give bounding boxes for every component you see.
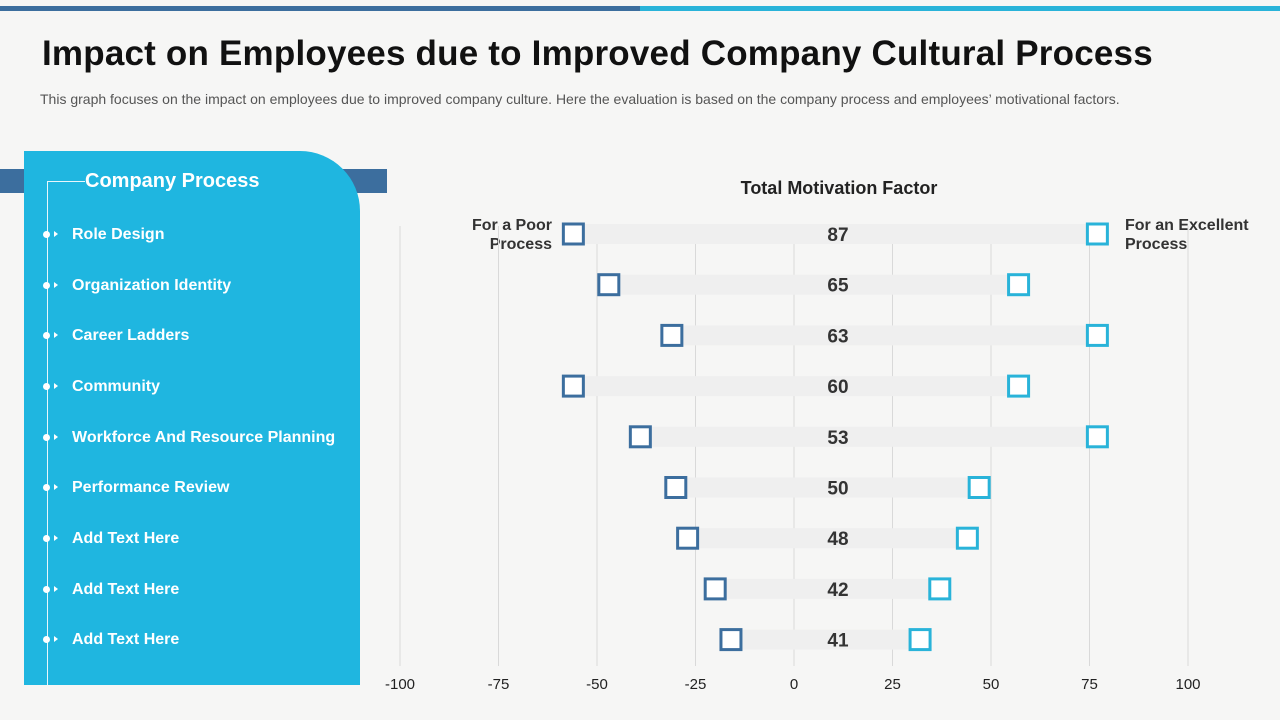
process-item-label: Organization Identity [72,277,232,294]
panel-heading-connector [47,181,85,182]
range-bar [730,629,921,650]
poor-process-marker [561,374,585,398]
x-tick-label: -100 [385,676,415,693]
total-value-label: 60 [827,377,848,398]
range-bar [573,224,1098,244]
x-tick-label: -25 [685,676,707,693]
range-bar [715,578,940,599]
excellent-process-marker [928,577,952,601]
poor-process-marker [664,476,688,499]
bullet-dot-icon [43,332,50,339]
process-item: Community [24,377,360,397]
bullet-arrow-icon [54,282,58,288]
poor-process-marker [719,628,743,652]
excellent-process-marker [967,476,991,499]
bullet-dot-icon [43,282,50,289]
x-tick-label: -75 [488,676,510,693]
bullet-dot-icon [43,434,50,441]
x-tick-label: -50 [586,676,608,693]
total-value-label: 42 [827,580,848,601]
total-value-label: 53 [827,428,848,449]
bullet-dot-icon [43,636,50,643]
total-value-label: 87 [827,225,848,246]
process-item-label: Add Text Here [72,581,180,598]
process-item-label: Career Ladders [72,327,190,344]
top-accent-bar-light [640,6,1280,11]
x-tick-label: 50 [983,676,1000,693]
range-bar [573,376,1019,397]
process-item: Career Ladders [24,326,360,346]
chart-title: Total Motivation Factor [741,178,938,198]
process-item-label: Community [72,378,160,395]
total-value-label: 41 [827,631,849,652]
bullet-arrow-icon [54,484,58,490]
total-value-label: 65 [827,276,849,297]
excellent-process-marker [1007,374,1031,398]
panel-timeline-line [47,181,48,685]
bullet-arrow-icon [54,434,58,440]
excellent-process-label-line2: Process [1125,236,1187,253]
process-item: Performance Review [24,478,360,498]
bullet-arrow-icon [54,636,58,642]
bullet-arrow-icon [54,332,58,338]
range-bar [671,325,1098,346]
page-title: Impact on Employees due to Improved Comp… [42,34,1153,73]
process-item-label: Workforce And Resource Planning [72,429,336,446]
process-item: Organization Identity [24,276,360,296]
total-value-label: 50 [827,479,848,500]
excellent-process-marker [955,526,979,550]
process-item: Add Text Here [24,580,360,600]
bullet-arrow-icon [54,535,58,541]
poor-process-marker [628,425,652,449]
process-item-label: Role Design [72,226,165,243]
x-tick-label: 100 [1175,676,1200,693]
range-bar [675,477,980,498]
process-item-label: Add Text Here [72,530,180,547]
process-item: Workforce And Resource Planning [24,428,360,448]
process-item: Add Text Here [24,529,360,549]
excellent-process-marker [1085,425,1109,449]
process-item-label: Performance Review [72,479,230,496]
poor-process-marker [676,526,700,550]
poor-process-marker [561,222,585,246]
x-tick-label: 25 [884,676,901,693]
poor-process-label-line1: For a Poor [472,217,552,234]
x-tick-label: 0 [790,676,798,693]
bullet-arrow-icon [54,231,58,237]
poor-process-marker [660,323,684,347]
excellent-process-marker [1085,323,1109,347]
excellent-process-marker [1085,222,1109,246]
panel-heading: Company Process [85,170,260,192]
range-bar [687,528,968,549]
process-item: Role Design [24,225,360,245]
process-item: Add Text Here [24,630,360,650]
process-item-label: Add Text Here [72,631,180,648]
range-bar [608,274,1019,295]
top-accent-bar-dark [0,6,640,11]
excellent-process-label-line1: For an Excellent [1125,217,1249,234]
bullet-dot-icon [43,383,50,390]
total-value-label: 48 [827,529,848,550]
bullet-dot-icon [43,586,50,593]
range-bar [640,426,1098,447]
page-subtitle: This graph focuses on the impact on empl… [40,91,1120,107]
bullet-dot-icon [43,535,50,542]
poor-process-marker [703,577,727,601]
excellent-process-marker [1007,273,1031,297]
bullet-arrow-icon [54,586,58,592]
poor-process-label-line2: Process [490,236,552,253]
poor-process-marker [597,273,621,297]
bullet-arrow-icon [54,383,58,389]
excellent-process-marker [908,628,932,652]
x-tick-label: 75 [1081,676,1098,693]
total-value-label: 63 [827,326,848,347]
bullet-dot-icon [43,231,50,238]
company-process-panel: Company Process Role Design Organization… [24,151,360,685]
bullet-dot-icon [43,484,50,491]
